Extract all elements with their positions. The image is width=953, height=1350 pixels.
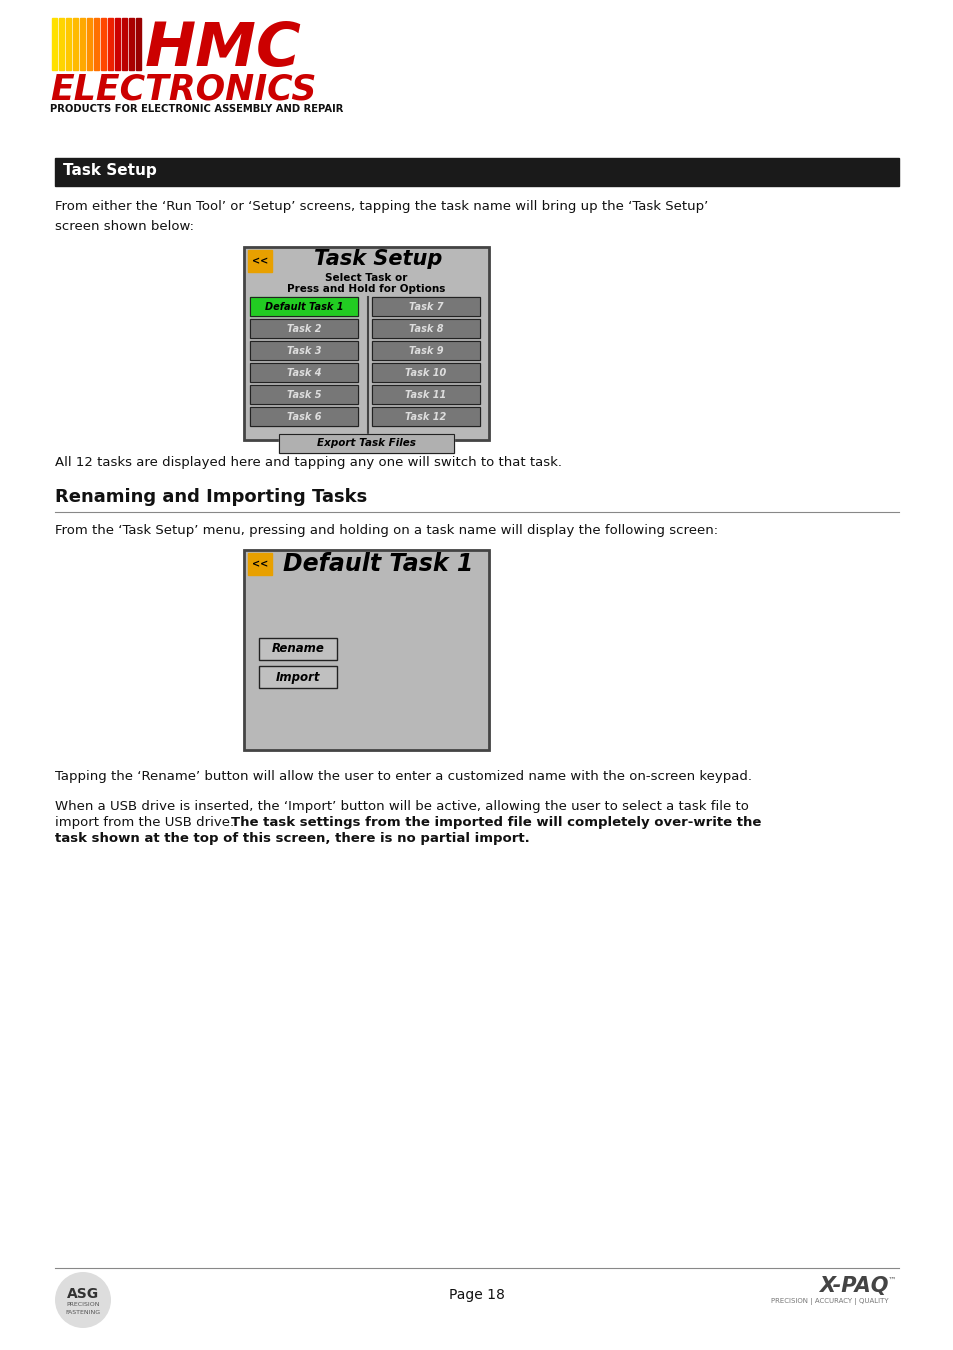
Text: From either the ‘Run Tool’ or ‘Setup’ screens, tapping the task name will bring : From either the ‘Run Tool’ or ‘Setup’ sc… — [55, 200, 707, 234]
Bar — [250, 342, 357, 360]
Bar — [372, 319, 479, 338]
Text: Default Task 1: Default Task 1 — [265, 301, 343, 312]
Bar — [278, 433, 454, 454]
Bar — [372, 406, 479, 427]
Text: Task Setup: Task Setup — [314, 248, 442, 269]
Bar — [59, 18, 64, 70]
Text: task shown at the top of this screen, there is no partial import.: task shown at the top of this screen, th… — [55, 832, 529, 845]
Bar — [372, 385, 479, 404]
Bar — [372, 385, 479, 404]
Bar — [250, 319, 357, 338]
Text: Default Task 1: Default Task 1 — [283, 552, 474, 576]
Bar — [372, 363, 479, 382]
Bar — [250, 342, 357, 360]
Text: PRODUCTS FOR ELECTRONIC ASSEMBLY AND REPAIR: PRODUCTS FOR ELECTRONIC ASSEMBLY AND REP… — [50, 104, 343, 113]
Bar — [250, 297, 357, 316]
Bar — [244, 247, 489, 440]
Text: Task 12: Task 12 — [405, 412, 446, 421]
Text: The task settings from the imported file will completely over-write the: The task settings from the imported file… — [231, 815, 760, 829]
Bar — [73, 18, 78, 70]
Bar — [278, 433, 454, 454]
Text: Select Task or: Select Task or — [325, 273, 407, 284]
Bar — [372, 297, 479, 316]
Bar — [250, 319, 357, 338]
Bar — [101, 18, 106, 70]
Text: FASTENING: FASTENING — [66, 1311, 100, 1315]
Bar — [66, 18, 71, 70]
Text: <<: << — [252, 559, 268, 568]
Text: ELECTRONICS: ELECTRONICS — [50, 72, 316, 107]
Bar — [250, 385, 357, 404]
Bar — [250, 363, 357, 382]
Text: HMC: HMC — [145, 20, 301, 80]
Bar — [248, 250, 272, 271]
Bar — [258, 666, 336, 688]
Text: X-PAQ: X-PAQ — [819, 1276, 888, 1296]
Bar — [122, 18, 127, 70]
Text: Task 6: Task 6 — [287, 412, 321, 421]
Bar — [258, 639, 336, 660]
Bar — [94, 18, 99, 70]
Text: Export Task Files: Export Task Files — [316, 439, 416, 448]
Text: Task 9: Task 9 — [408, 346, 443, 355]
Bar — [250, 385, 357, 404]
Bar — [87, 18, 91, 70]
Bar — [244, 549, 489, 751]
Text: ™: ™ — [886, 1276, 895, 1285]
Text: Task 11: Task 11 — [405, 390, 446, 400]
Bar — [52, 18, 57, 70]
Bar — [372, 406, 479, 427]
Text: Renaming and Importing Tasks: Renaming and Importing Tasks — [55, 487, 367, 506]
Text: Task 8: Task 8 — [408, 324, 443, 333]
Text: PRECISION: PRECISION — [66, 1303, 100, 1308]
Text: All 12 tasks are displayed here and tapping any one will switch to that task.: All 12 tasks are displayed here and tapp… — [55, 456, 561, 468]
Text: import from the USB drive.: import from the USB drive. — [55, 815, 242, 829]
Bar — [244, 247, 489, 440]
Text: Task 5: Task 5 — [287, 390, 321, 400]
Bar — [136, 18, 141, 70]
Text: .: . — [544, 522, 548, 532]
Bar — [250, 406, 357, 427]
Text: <<: << — [252, 256, 268, 266]
Bar — [108, 18, 112, 70]
Text: Task 10: Task 10 — [405, 367, 446, 378]
Bar — [258, 666, 336, 688]
Text: Task Setup: Task Setup — [63, 163, 156, 178]
Bar — [55, 158, 898, 186]
Bar — [250, 363, 357, 382]
Text: When a USB drive is inserted, the ‘Import’ button will be active, allowing the u: When a USB drive is inserted, the ‘Impor… — [55, 801, 748, 813]
Text: PRECISION | ACCURACY | QUALITY: PRECISION | ACCURACY | QUALITY — [771, 1297, 888, 1305]
Bar — [129, 18, 133, 70]
Bar — [372, 342, 479, 360]
Text: Press and Hold for Options: Press and Hold for Options — [287, 284, 445, 294]
Text: Import: Import — [275, 671, 320, 683]
Text: Task 4: Task 4 — [287, 367, 321, 378]
Text: Tapping the ‘Rename’ button will allow the user to enter a customized name with : Tapping the ‘Rename’ button will allow t… — [55, 769, 751, 783]
Bar — [372, 297, 479, 316]
Bar — [258, 639, 336, 660]
Text: Task 2: Task 2 — [287, 324, 321, 333]
Text: From the ‘Task Setup’ menu, pressing and holding on a task name will display the: From the ‘Task Setup’ menu, pressing and… — [55, 524, 718, 537]
Bar — [372, 342, 479, 360]
Bar — [248, 554, 272, 575]
Text: ASG: ASG — [67, 1287, 99, 1301]
Text: Task 3: Task 3 — [287, 346, 321, 355]
Bar — [372, 363, 479, 382]
Circle shape — [55, 1272, 111, 1328]
Bar — [250, 297, 357, 316]
Text: Page 18: Page 18 — [449, 1288, 504, 1301]
Bar — [80, 18, 85, 70]
Bar — [250, 406, 357, 427]
Bar — [115, 18, 120, 70]
Text: Task 7: Task 7 — [408, 301, 443, 312]
Bar — [372, 319, 479, 338]
Bar — [244, 549, 489, 751]
Text: Rename: Rename — [272, 643, 324, 656]
